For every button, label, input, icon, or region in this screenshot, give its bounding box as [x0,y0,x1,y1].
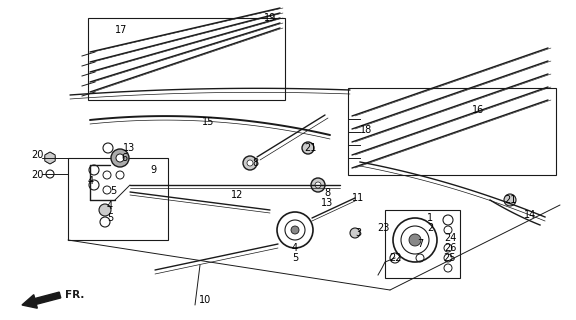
Text: 21: 21 [304,143,316,153]
Text: 14: 14 [524,210,536,220]
Text: 13: 13 [321,198,333,208]
Circle shape [315,182,321,188]
Text: 9: 9 [150,165,156,175]
Text: 19: 19 [264,13,276,23]
Text: 26: 26 [444,243,456,253]
Circle shape [247,160,253,166]
Text: 24: 24 [444,233,456,243]
Text: 17: 17 [115,25,127,35]
Text: 5: 5 [110,186,116,196]
Text: 20: 20 [31,170,43,180]
Text: 8: 8 [252,158,258,168]
Text: 25: 25 [444,253,456,263]
Text: 5: 5 [107,213,113,223]
Text: 1: 1 [427,213,433,223]
Circle shape [243,156,257,170]
Text: 8: 8 [324,188,330,198]
Text: 6: 6 [121,153,127,163]
Bar [348,88,556,175]
Text: 15: 15 [202,117,214,127]
Text: 20: 20 [31,150,43,160]
Text: 22: 22 [389,253,401,263]
Bar [385,210,460,278]
Circle shape [99,204,111,216]
Text: 5: 5 [292,253,298,263]
Circle shape [291,226,299,234]
Text: 16: 16 [472,105,484,115]
Circle shape [350,228,360,238]
Bar [88,18,285,100]
Text: 7: 7 [417,239,423,249]
Circle shape [302,142,314,154]
Text: 12: 12 [231,190,243,200]
Circle shape [45,153,55,163]
Bar [68,158,168,240]
Text: 23: 23 [377,223,389,233]
Circle shape [311,178,325,192]
Circle shape [116,154,124,162]
Text: 4: 4 [107,201,113,211]
Text: 2: 2 [427,223,433,233]
Text: 4: 4 [292,243,298,253]
Circle shape [504,194,516,206]
Text: 13: 13 [123,143,135,153]
Circle shape [111,149,129,167]
Circle shape [409,234,421,246]
Text: 11: 11 [352,193,364,203]
Text: 10: 10 [199,295,211,305]
Text: 4: 4 [88,176,94,186]
Text: FR.: FR. [65,290,84,300]
FancyArrow shape [22,292,60,308]
Text: 3: 3 [355,228,361,238]
Text: 18: 18 [360,125,372,135]
Text: 21: 21 [504,195,516,205]
